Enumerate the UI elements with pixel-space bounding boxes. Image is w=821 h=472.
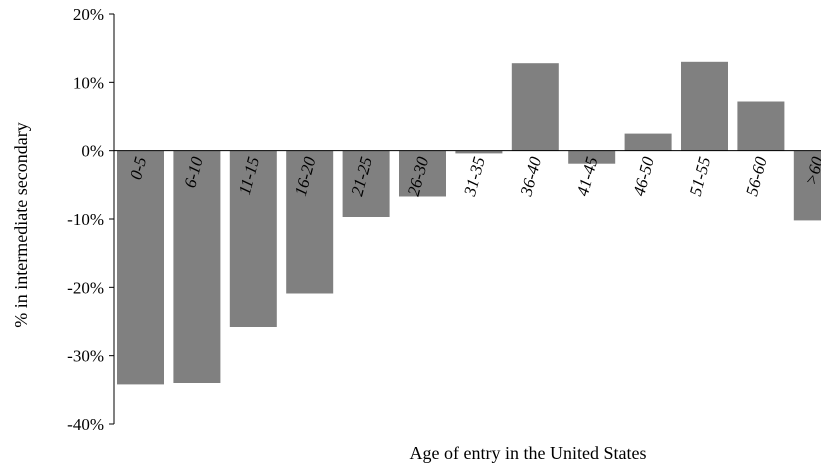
category-label: 36-40 bbox=[516, 154, 545, 199]
category-label: 46-50 bbox=[629, 154, 658, 198]
bar-56-60 bbox=[737, 101, 785, 151]
y-tick-label: 20% bbox=[73, 5, 104, 24]
bar-16-20 bbox=[286, 150, 334, 294]
bar-36-40 bbox=[511, 63, 559, 151]
y-tick-label: -40% bbox=[67, 415, 104, 434]
y-ticks-group: 20% 10% 0% -10% -20% -30% -40% bbox=[67, 5, 114, 434]
bar-11-15 bbox=[229, 150, 277, 327]
bar-over-60 bbox=[793, 150, 821, 221]
category-label: >60 bbox=[801, 154, 821, 187]
bar-0-5 bbox=[117, 150, 164, 385]
bar-41-45 bbox=[568, 150, 616, 164]
bar-26-30 bbox=[399, 150, 446, 197]
y-tick-label: 10% bbox=[73, 73, 104, 92]
bar-46-50 bbox=[624, 133, 672, 151]
y-tick-label: -20% bbox=[67, 278, 104, 297]
category-label: 56-60 bbox=[742, 154, 771, 198]
y-tick-label: -30% bbox=[67, 347, 104, 366]
bar-6-10 bbox=[173, 150, 221, 383]
category-label: 51-55 bbox=[686, 155, 715, 198]
bar-31-35 bbox=[455, 150, 503, 154]
x-axis-title: Age of entry in the United States bbox=[410, 443, 647, 463]
y-tick-label: -10% bbox=[67, 210, 104, 229]
bar-51-55 bbox=[681, 61, 728, 151]
bar-21-25 bbox=[342, 150, 390, 217]
category-label: 31-35 bbox=[460, 155, 489, 199]
y-tick-label: 0% bbox=[81, 142, 104, 161]
bars-group bbox=[117, 61, 821, 385]
y-axis-title: % in intermediate secondary bbox=[11, 122, 31, 327]
